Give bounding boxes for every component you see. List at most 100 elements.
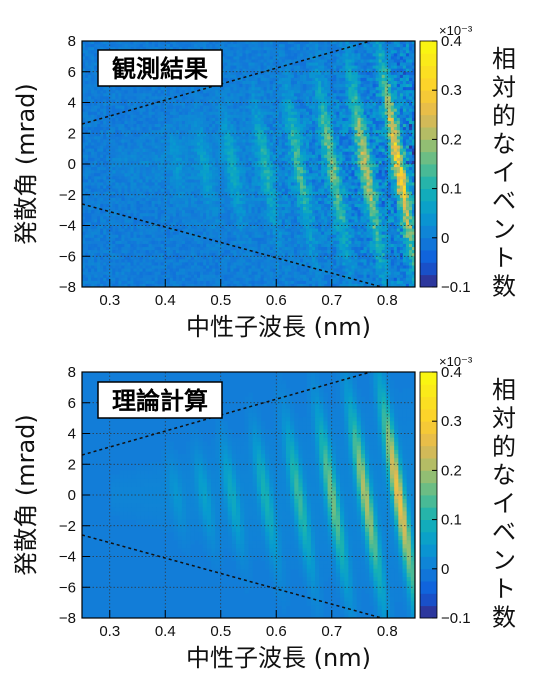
- heatmap-cell: [309, 225, 313, 229]
- heatmap-cell: [121, 234, 125, 239]
- heatmap-cell: [118, 188, 122, 192]
- heatmap-cell: [254, 247, 258, 251]
- heatmap-cell: [136, 207, 140, 211]
- heatmap-cell: [133, 117, 137, 122]
- heatmap-cell: [145, 139, 149, 143]
- heatmap-cell: [251, 280, 255, 285]
- heatmap-cell: [124, 219, 128, 223]
- heatmap-cell: [284, 139, 289, 143]
- heatmap-cell: [233, 256, 237, 260]
- heatmap-cell: [275, 124, 280, 128]
- heatmap-cell: [206, 207, 210, 211]
- heatmap-cell: [306, 203, 310, 208]
- heatmap-cell: [287, 250, 292, 254]
- heatmap-cell: [200, 127, 204, 131]
- heatmap-cell: [197, 139, 201, 143]
- heatmap-cell: [293, 65, 298, 69]
- heatmap-cell: [284, 164, 289, 168]
- heatmap-cell: [118, 96, 122, 100]
- heatmap-cell: [151, 256, 155, 260]
- heatmap-cell: [145, 154, 149, 159]
- heatmap-cell: [260, 243, 264, 248]
- heatmap-cell: [284, 265, 289, 269]
- heatmap-cell: [121, 117, 125, 122]
- heatmap-cell: [197, 250, 201, 254]
- heatmap-cell: [257, 124, 261, 128]
- heatmap-cell: [290, 207, 295, 211]
- heatmap-cell: [227, 133, 231, 137]
- heatmap-cell: [121, 259, 125, 263]
- heatmap-cell: [187, 265, 192, 269]
- heatmap-cell: [181, 262, 186, 266]
- heatmap-cell: [275, 213, 280, 217]
- heatmap-cell: [293, 136, 298, 140]
- heatmap-cell: [100, 133, 104, 137]
- heatmap-cell: [172, 151, 177, 156]
- heatmap-cell: [227, 216, 231, 220]
- heatmap-cell: [133, 262, 137, 266]
- heatmap-cell: [203, 283, 207, 288]
- heatmap-cell: [233, 225, 237, 229]
- heatmap-cell: [209, 240, 213, 245]
- heatmap-cell: [296, 170, 301, 174]
- heatmap-cell: [269, 225, 274, 229]
- heatmap-cell: [115, 203, 119, 208]
- heatmap-cell: [209, 197, 213, 202]
- heatmap-cell: [224, 71, 228, 76]
- heatmap-cell: [269, 157, 274, 162]
- heatmap-cell: [187, 87, 192, 91]
- heatmap-cell: [302, 280, 307, 285]
- heatmap-cell: [97, 283, 101, 288]
- heatmap-cell: [306, 80, 310, 85]
- heatmap-cell: [236, 130, 240, 134]
- heatmap-cell: [257, 154, 261, 159]
- heatmap-cell: [133, 133, 137, 137]
- heatmap-cell: [127, 102, 131, 106]
- heatmap-cell: [109, 271, 113, 276]
- heatmap-cell: [151, 240, 155, 245]
- heatmap-cell: [281, 139, 286, 143]
- heatmap-cell: [281, 271, 286, 276]
- heatmap-cell: [206, 253, 210, 257]
- heatmap-cell: [184, 44, 189, 48]
- heatmap-cell: [206, 213, 210, 217]
- heatmap-cell: [236, 182, 240, 186]
- heatmap-cell: [88, 167, 92, 171]
- heatmap-cell: [218, 154, 222, 159]
- heatmap-cell: [278, 203, 283, 208]
- heatmap-cell: [127, 176, 131, 180]
- heatmap-cell: [302, 74, 307, 79]
- heatmap-cell: [275, 250, 280, 254]
- heatmap-cell: [130, 228, 134, 232]
- heatmap-cell: [115, 210, 119, 214]
- heatmap-cell: [82, 127, 86, 131]
- heatmap-cell: [203, 219, 207, 223]
- heatmap-cell: [190, 213, 195, 217]
- heatmap-cell: [206, 259, 210, 263]
- heatmap-cell: [227, 160, 231, 165]
- heatmap-cell: [302, 160, 307, 165]
- heatmap-cell: [190, 200, 195, 205]
- heatmap-cell: [166, 160, 171, 165]
- heatmap-cell: [221, 102, 225, 106]
- heatmap-cell: [209, 41, 213, 45]
- heatmap-cell: [236, 250, 240, 254]
- heatmap-cell: [272, 262, 277, 266]
- heatmap-cell: [233, 50, 237, 54]
- heatmap-cell: [227, 74, 231, 79]
- heatmap-cell: [278, 41, 283, 45]
- heatmap-cell: [82, 182, 86, 186]
- heatmap-cell: [269, 117, 274, 122]
- heatmap-cell: [215, 240, 219, 245]
- heatmap-cell: [293, 145, 298, 149]
- heatmap-cell: [212, 253, 216, 257]
- heatmap-cell: [145, 90, 149, 94]
- heatmap-cell: [206, 231, 210, 236]
- heatmap-cell: [272, 219, 277, 223]
- heatmap-cell: [136, 93, 140, 97]
- heatmap-cell: [151, 234, 155, 239]
- heatmap-cell: [284, 80, 289, 85]
- heatmap-cell: [260, 65, 264, 69]
- heatmap-cell: [142, 127, 146, 131]
- heatmap-cell: [94, 197, 98, 202]
